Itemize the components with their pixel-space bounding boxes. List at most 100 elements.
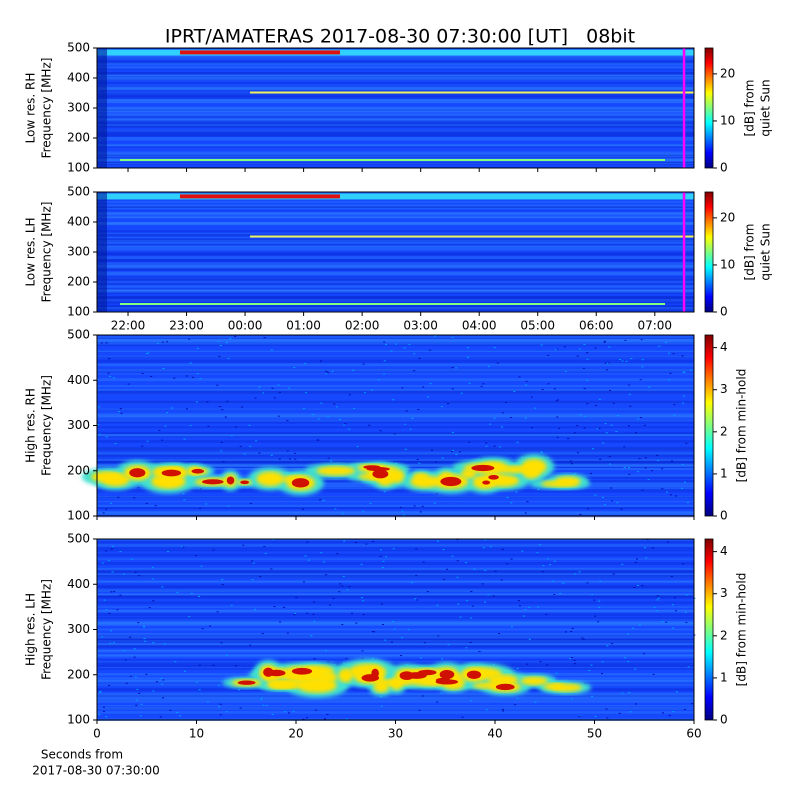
texture <box>119 594 122 596</box>
texture <box>621 692 624 694</box>
texture <box>109 375 112 377</box>
texture <box>657 460 660 462</box>
texture <box>97 146 694 148</box>
texture <box>516 441 519 443</box>
texture <box>188 338 191 340</box>
texture <box>97 620 694 624</box>
texture <box>174 661 177 663</box>
texture <box>598 398 601 400</box>
texture <box>620 508 623 510</box>
texture <box>621 563 624 565</box>
texture <box>447 403 450 405</box>
texture <box>361 597 364 599</box>
texture <box>97 558 694 560</box>
texture <box>603 340 606 342</box>
texture <box>278 458 281 460</box>
texture <box>97 553 694 557</box>
texture <box>536 552 539 554</box>
texture <box>573 659 576 661</box>
x-tick-label: 04:00 <box>462 319 497 333</box>
texture <box>97 584 694 588</box>
texture <box>97 192 107 312</box>
texture <box>628 473 631 475</box>
texture <box>97 238 694 241</box>
texture <box>144 640 147 642</box>
colorbar-label: [dB] from min-hold <box>735 369 749 483</box>
texture <box>97 543 694 547</box>
texture <box>150 375 153 377</box>
texture <box>135 704 138 706</box>
texture <box>459 451 462 453</box>
texture <box>439 669 455 680</box>
texture <box>602 442 605 444</box>
texture <box>302 581 305 583</box>
texture <box>628 467 631 469</box>
texture <box>97 298 694 301</box>
y-axis-label: Frequency [MHz] <box>40 375 54 476</box>
texture <box>139 715 142 717</box>
texture <box>418 709 421 711</box>
texture <box>559 592 562 594</box>
texture <box>656 595 659 597</box>
y-tick-label: 300 <box>67 418 90 432</box>
texture <box>317 439 320 441</box>
texture <box>97 373 694 375</box>
texture <box>129 636 132 638</box>
texture <box>200 488 203 490</box>
texture <box>260 697 263 699</box>
texture <box>101 636 104 638</box>
texture <box>120 412 123 414</box>
texture <box>97 201 694 203</box>
texture <box>166 412 169 414</box>
texture <box>348 394 351 396</box>
texture <box>225 711 228 713</box>
colorbar-tick-label: 2 <box>720 628 728 642</box>
texture <box>328 604 331 606</box>
texture <box>111 545 114 547</box>
texture <box>611 643 614 645</box>
texture <box>604 423 607 425</box>
texture <box>189 362 192 364</box>
texture <box>601 496 604 498</box>
texture <box>485 442 488 444</box>
texture <box>413 505 416 507</box>
texture <box>400 637 403 639</box>
texture <box>656 610 659 612</box>
texture <box>145 673 148 675</box>
texture <box>413 353 416 355</box>
texture <box>317 418 320 420</box>
x-tick-label: 00:00 <box>228 319 263 333</box>
texture <box>293 614 296 616</box>
texture <box>141 445 144 447</box>
texture <box>582 639 585 641</box>
texture <box>97 265 694 269</box>
texture <box>294 452 297 454</box>
texture <box>102 512 105 514</box>
texture <box>97 370 694 373</box>
texture <box>251 579 254 581</box>
texture <box>606 369 609 371</box>
texture <box>493 347 496 349</box>
texture <box>590 472 593 474</box>
texture <box>547 383 550 385</box>
texture <box>97 575 694 579</box>
texture <box>97 572 694 576</box>
texture <box>370 389 373 391</box>
texture <box>97 649 694 653</box>
texture <box>630 358 633 360</box>
texture <box>270 568 273 570</box>
texture <box>520 676 548 686</box>
texture <box>265 705 268 707</box>
texture <box>470 590 473 592</box>
texture <box>488 474 499 480</box>
texture <box>417 408 420 410</box>
texture <box>220 642 223 644</box>
texture <box>97 507 694 509</box>
colorbar-label: quiet Sun <box>759 223 773 280</box>
texture <box>97 210 694 212</box>
texture <box>97 513 694 516</box>
texture <box>291 478 310 488</box>
texture <box>97 273 694 276</box>
texture <box>97 504 694 507</box>
texture <box>229 337 232 339</box>
